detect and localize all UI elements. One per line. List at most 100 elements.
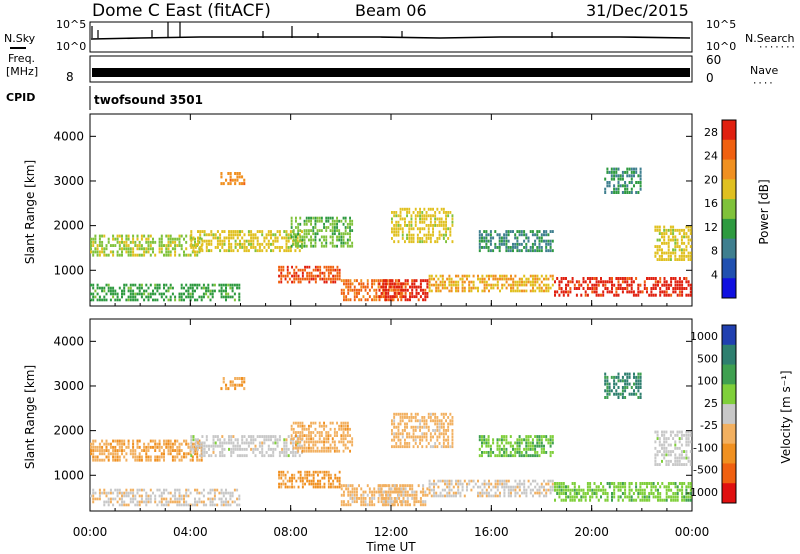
power-echo-cell	[165, 250, 168, 254]
velocity-echo-cell	[169, 497, 172, 501]
power-echo-cell	[630, 283, 633, 287]
velocity-echo-cell	[149, 500, 152, 504]
velocity-echo-cell	[250, 438, 253, 442]
velocity-echo-cell	[338, 470, 341, 474]
power-echo-cell	[432, 207, 434, 211]
power-echo-cell	[657, 280, 659, 284]
power-echo-cell	[538, 230, 541, 233]
power-echo-cell	[571, 280, 574, 284]
power-echo-cell	[178, 237, 181, 241]
power-echo-cell	[280, 271, 283, 275]
velocity-echo-cell	[167, 445, 170, 449]
power-echo-cell	[149, 283, 152, 287]
power-echo-cell	[174, 253, 177, 257]
power-echo-cell	[125, 240, 128, 244]
power-echo-cell	[349, 288, 352, 292]
power-echo-cell	[301, 244, 304, 248]
velocity-echo-cell	[597, 488, 600, 492]
power-echo-cell	[138, 244, 141, 247]
velocity-echo-cell	[554, 488, 556, 492]
power-echo-cell	[525, 289, 528, 293]
velocity-echo-cell	[445, 438, 447, 442]
velocity-echo-cell	[90, 494, 92, 498]
velocity-echo-cell	[451, 438, 454, 442]
velocity-echo-cell	[285, 447, 288, 451]
velocity-echo-cell	[250, 435, 253, 438]
velocity-echo-cell	[189, 458, 192, 462]
power-echo-cell	[639, 187, 642, 191]
power-echo-cell	[678, 258, 681, 261]
power-echo-cell	[683, 248, 686, 252]
power-echo-cell	[314, 226, 317, 229]
power-echo-cell	[451, 220, 454, 224]
power-echo-cell	[488, 289, 490, 293]
velocity-echo-cell	[163, 497, 165, 501]
velocity-echo-cell	[624, 379, 627, 383]
power-echo-cell	[672, 238, 675, 242]
velocity-echo-cell	[578, 488, 581, 492]
velocity-echo-cell	[368, 503, 371, 507]
power-colorbar-tick-label: 20	[704, 173, 718, 186]
velocity-echo-cell	[470, 488, 473, 492]
power-echo-cell	[412, 227, 415, 231]
velocity-echo-cell	[554, 485, 556, 489]
velocity-echo-cell	[382, 490, 385, 494]
power-echo-cell	[560, 287, 563, 290]
velocity-echo-cell	[305, 440, 308, 444]
velocity-echo-cell	[125, 488, 128, 492]
power-echo-cell	[562, 277, 565, 280]
velocity-echo-cell	[643, 482, 646, 485]
velocity-echo-cell	[547, 482, 550, 486]
velocity-echo-cell	[643, 495, 646, 499]
power-echo-cell	[434, 214, 437, 218]
velocity-echo-cell	[499, 479, 501, 483]
power-echo-cell	[604, 187, 607, 191]
velocity-echo-cell	[351, 437, 354, 441]
velocity-echo-cell	[301, 437, 304, 441]
velocity-echo-cell	[98, 452, 101, 456]
power-echo-cell	[436, 217, 439, 221]
power-echo-cell	[169, 286, 172, 290]
velocity-echo-cell	[545, 451, 548, 454]
power-echo-cell	[404, 285, 407, 289]
velocity-echo-cell	[433, 485, 435, 489]
velocity-echo-cell	[678, 463, 681, 466]
velocity-echo-cell	[659, 492, 662, 495]
velocity-echo-cell	[336, 485, 339, 489]
power-echo-cell	[344, 232, 347, 236]
power-echo-cell	[404, 288, 407, 292]
power-echo-cell	[512, 242, 514, 246]
power-echo-cell	[615, 170, 618, 174]
velocity-echo-cell	[127, 503, 130, 507]
x-axis-label: Time UT	[365, 540, 416, 554]
velocity-echo-cell	[280, 482, 283, 486]
velocity-echo-cell	[440, 419, 443, 423]
velocity-echo-cell	[687, 492, 690, 495]
power-echo-cell	[320, 229, 323, 232]
velocity-echo-cell	[205, 451, 208, 454]
velocity-echo-cell	[310, 437, 312, 441]
power-echo-cell	[351, 222, 354, 226]
velocity-echo-cell	[225, 387, 228, 391]
velocity-echo-cell	[292, 431, 295, 434]
power-echo-cell	[325, 216, 328, 220]
power-echo-cell	[395, 220, 398, 224]
velocity-echo-cell	[291, 476, 293, 480]
velocity-echo-cell	[306, 470, 309, 474]
velocity-echo-cell	[500, 454, 503, 458]
power-echo-cell	[441, 274, 444, 278]
velocity-echo-cell	[274, 438, 277, 442]
power-echo-cell	[132, 247, 135, 251]
velocity-echo-cell	[154, 439, 157, 443]
power-echo-cell	[505, 239, 508, 243]
power-echo-cell	[401, 237, 404, 240]
velocity-echo-cell	[549, 491, 552, 495]
velocity-echo-cell	[401, 490, 404, 494]
velocity-echo-cell	[229, 383, 232, 387]
velocity-echo-cell	[299, 446, 302, 450]
power-echo-cell	[680, 238, 683, 242]
velocity-echo-cell	[685, 430, 688, 434]
power-echo-cell	[107, 237, 110, 241]
power-echo-cell	[399, 207, 402, 211]
power-echo-cell	[549, 249, 552, 253]
